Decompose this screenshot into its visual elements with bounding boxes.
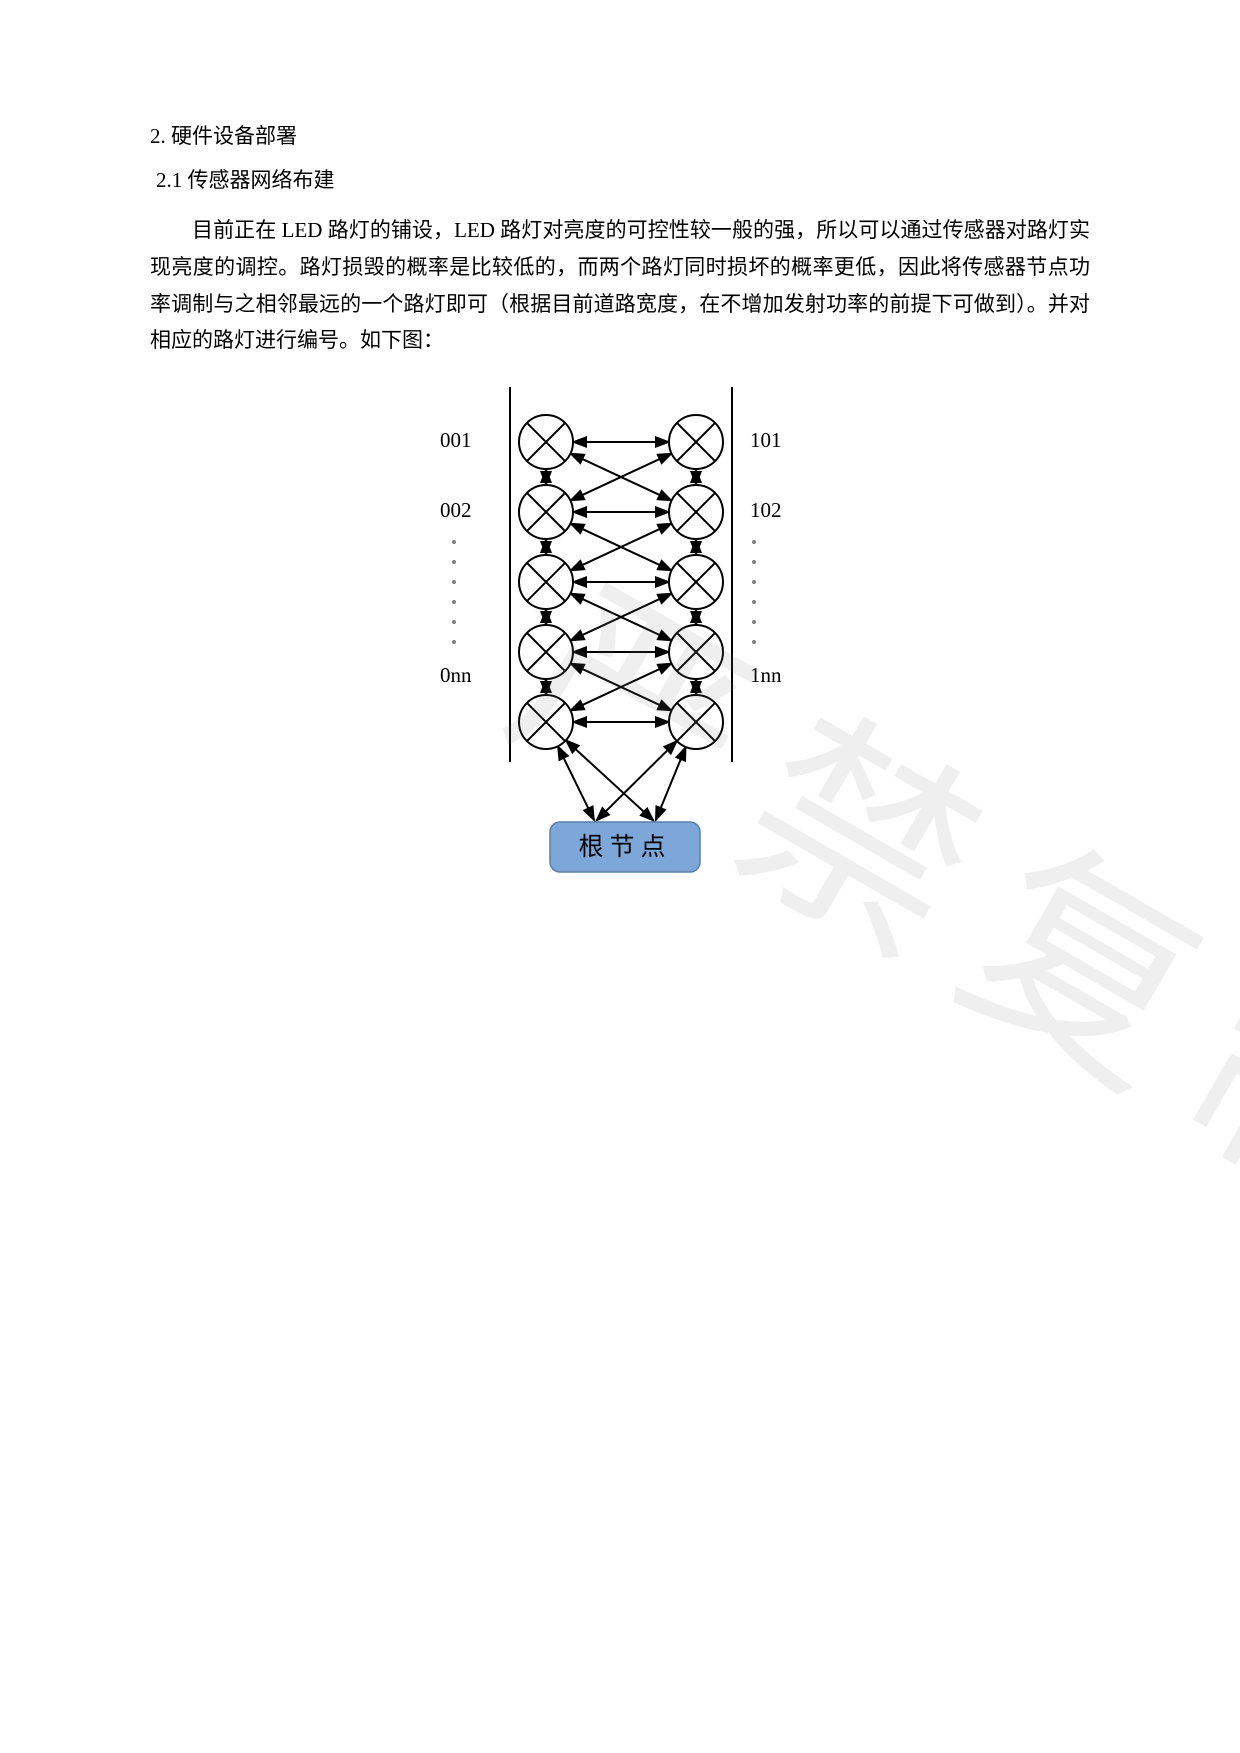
node-label: 001 xyxy=(440,428,472,452)
node-label: 002 xyxy=(440,498,472,522)
node-label: 101 xyxy=(750,428,782,452)
node-label: 1nn xyxy=(750,663,782,687)
root-node-label: 根节点 xyxy=(578,833,671,861)
body-paragraph: 目前正在 LED 路灯的铺设，LED 路灯对亮度的可控性较一般的强，所以可以通过… xyxy=(150,212,1090,359)
node-label: 102 xyxy=(750,498,782,522)
section-heading-2: 2.1 传感器网络布建 xyxy=(156,164,1090,194)
sensor-network-diagram: 根节点 001 002 0nn 101 102 1nn xyxy=(320,387,920,932)
diagram-svg: 根节点 001 002 0nn 101 102 1nn xyxy=(320,387,920,927)
section-heading-1: 2. 硬件设备部署 xyxy=(150,120,1090,150)
page-content: 2. 硬件设备部署 2.1 传感器网络布建 目前正在 LED 路灯的铺设，LED… xyxy=(0,0,1240,932)
node-label: 0nn xyxy=(440,663,472,687)
